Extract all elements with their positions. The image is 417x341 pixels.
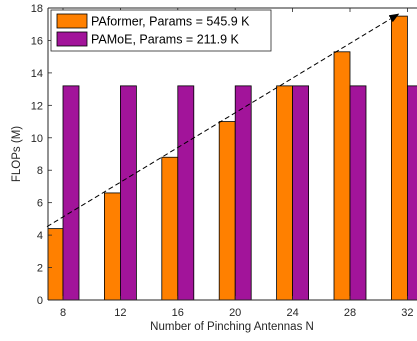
x-tick-label: 12 xyxy=(114,307,126,319)
y-tick-label: 0 xyxy=(37,295,43,307)
legend-box xyxy=(50,9,272,52)
x-tick-label: 28 xyxy=(344,307,356,319)
x-tick-label: 20 xyxy=(229,307,241,319)
bar-pamoe-20 xyxy=(234,85,252,300)
bar-paformer-8 xyxy=(48,228,64,300)
bar-pamoe-16 xyxy=(177,85,195,300)
bar-pamoe-8 xyxy=(62,85,80,300)
legend: PAformer, Params = 545.9 K PAMoE, Params … xyxy=(50,9,272,52)
bar-paformer-32 xyxy=(390,15,408,300)
y-axis-label: FLOPs (M) xyxy=(11,126,23,182)
y-tick-label: 12 xyxy=(31,100,43,112)
x-tick-label: 24 xyxy=(286,307,298,319)
bar-paformer-28 xyxy=(333,51,351,300)
y-tick-label: 14 xyxy=(31,68,43,80)
y-tick-label: 4 xyxy=(37,230,43,242)
bar-paformer-12 xyxy=(104,192,121,300)
bar-paformer-20 xyxy=(218,121,236,300)
trend-arrow xyxy=(46,13,400,228)
legend-swatch-paformer xyxy=(56,13,88,29)
x-tick-label: 32 xyxy=(401,307,413,319)
y-tick-label: 8 xyxy=(37,165,43,177)
y-tick-label: 2 xyxy=(37,263,43,275)
y-tick-label: 6 xyxy=(37,198,43,210)
bar-pamoe-12 xyxy=(120,85,137,300)
y-tick-label: 18 xyxy=(31,3,43,15)
x-axis-label: Number of Pinching Antennas N xyxy=(150,321,314,333)
x-tick-label: 8 xyxy=(60,307,66,319)
legend-label-pamoe: PAMoE, Params = 211.9 K xyxy=(91,33,240,47)
bar-pamoe-24 xyxy=(292,85,310,300)
legend-swatch-pamoe xyxy=(56,31,88,47)
legend-label-paformer: PAformer, Params = 545.9 K xyxy=(91,15,250,29)
bar-paformer-16 xyxy=(161,156,179,300)
bar-pamoe-32 xyxy=(406,85,417,300)
x-tick-label: 16 xyxy=(172,307,184,319)
y-tick-label: 16 xyxy=(31,35,43,47)
bar-pamoe-28 xyxy=(349,85,367,300)
bar-paformer-24 xyxy=(276,85,294,300)
y-tick-label: 10 xyxy=(31,133,43,145)
